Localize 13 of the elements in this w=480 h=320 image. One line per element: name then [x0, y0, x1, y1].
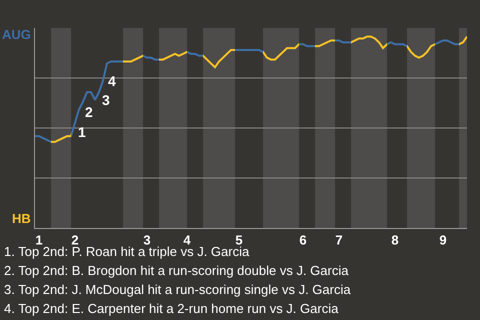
text: 2. Top 2nd: B. Brogdon hit a run-scoring double vs J. Garcia	[4, 263, 350, 278]
x-tick-label: 9	[439, 232, 447, 248]
x-tick-label: 6	[299, 232, 307, 248]
annotation: 3	[102, 92, 110, 108]
text: 4. Top 2nd: E. Carpenter hit a 2-run home run vs J. Garcia	[4, 301, 340, 316]
x-tick-label: 7	[335, 232, 343, 248]
text: 3. Top 2nd: J. McDougal hit a run-scoring single vs J. Garcia	[4, 282, 352, 297]
annotation: 2	[85, 104, 93, 120]
text: HB	[12, 211, 31, 226]
annotation: 1	[78, 124, 86, 140]
x-tick-label: 8	[391, 232, 399, 248]
annotation: 4	[108, 73, 116, 89]
text: AUG	[2, 27, 31, 42]
